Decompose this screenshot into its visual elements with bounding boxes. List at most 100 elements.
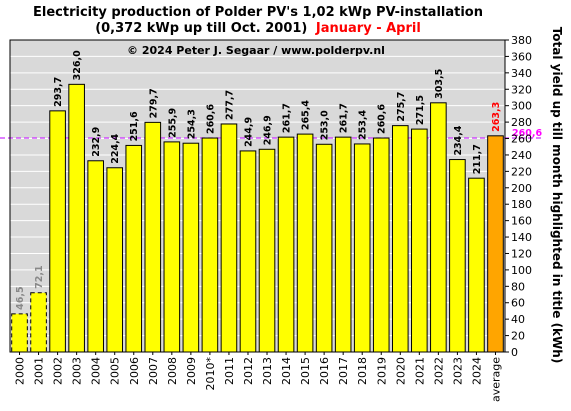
- bar-value-label: 293,7: [53, 77, 64, 107]
- x-tick-label: 2015: [299, 357, 312, 385]
- y-tick-label: 100: [511, 264, 532, 277]
- y-axis-ticks: 0 20 40 60 80 100 120 140 160 180 200 220 240 260 280 3…: [505, 34, 532, 359]
- chart-subtitle-months: January - April: [315, 21, 421, 36]
- bar-value-label: 261,7: [339, 103, 350, 133]
- y-tick-label: 220: [511, 165, 532, 178]
- bar-2011: [220, 123, 238, 353]
- bar-2012: [239, 150, 257, 353]
- bar-value-label: 260,6: [377, 104, 388, 134]
- bar-2006: [125, 144, 143, 353]
- bar-value-label: 271,5: [415, 95, 426, 125]
- bar-2003: [68, 83, 85, 353]
- y-tick-label: 320: [511, 83, 532, 96]
- bar-value-label: 260,6: [205, 104, 216, 134]
- bar-2018: [353, 143, 371, 353]
- x-tick-label: 2014: [280, 357, 293, 385]
- bar-average: [487, 135, 504, 353]
- x-tick-label: 2018: [356, 357, 369, 385]
- x-tick-label: 2016: [318, 357, 331, 385]
- x-tick-label: 2004: [90, 357, 103, 385]
- x-tick-label: 2022: [432, 357, 445, 385]
- bar-2024: [468, 177, 485, 353]
- bar-value-label: 72,1: [34, 265, 45, 288]
- y-tick-label: 260: [511, 133, 532, 146]
- bar-2016: [315, 143, 333, 353]
- bar-2005: [106, 167, 124, 353]
- bar-2022: [430, 102, 447, 353]
- bar-2001: [30, 292, 47, 353]
- x-tick-label: 2009: [185, 357, 198, 385]
- bar-2017: [334, 136, 352, 353]
- x-tick-label: 2023: [451, 357, 464, 385]
- bar-2010: [201, 137, 219, 353]
- x-tick-label: 2020: [394, 357, 407, 385]
- y-tick-label: 380: [511, 34, 532, 47]
- reference-line-label: 260,6: [512, 128, 542, 139]
- bar-value-label: 253,0: [320, 110, 331, 140]
- bar-2009: [182, 142, 200, 353]
- bar-2002: [49, 110, 66, 353]
- x-axis-ticks: 2000 2001 2002 2003 2004 2005 2006 2007 2008 2009…: [14, 352, 502, 402]
- x-tick-label: 2012: [242, 357, 255, 385]
- x-tick-label: 2017: [337, 357, 350, 385]
- y-tick-label: 280: [511, 116, 532, 129]
- bar-value-label: 46,5: [15, 286, 26, 309]
- y-tick-label: 300: [511, 100, 532, 113]
- bar-2007: [144, 121, 162, 353]
- bar-2021: [411, 128, 428, 353]
- x-tick-label: 2000: [14, 357, 27, 385]
- bar-2019: [372, 137, 390, 353]
- bar-value-label: 246,9: [263, 115, 274, 145]
- x-tick-label: 2007: [147, 357, 160, 385]
- bar-2015: [296, 133, 314, 353]
- y-tick-label: 20: [511, 330, 525, 343]
- x-tick-label: 2008: [166, 357, 179, 385]
- x-tick-label: 2024: [470, 357, 483, 385]
- bar-value-label: 254,3: [186, 109, 197, 139]
- bar-value-labels: 46,5 72,1 293,7 326,0 232,9 224,4 251,6 279,7 25…: [15, 50, 502, 310]
- x-tick-label: 2006: [128, 357, 141, 385]
- x-tick-label: 2005: [109, 357, 122, 385]
- bar-2014: [277, 136, 295, 353]
- y-tick-label: 180: [511, 198, 532, 211]
- x-tick-label: 2011: [223, 357, 236, 385]
- x-tick-label: 2019: [375, 357, 388, 385]
- chart-subtitle: (0,372 kWp up till Oct. 2001) January - …: [95, 21, 421, 36]
- bar-2013: [258, 148, 276, 353]
- x-tick-label: 2021: [413, 357, 426, 385]
- y-tick-label: 40: [511, 313, 525, 326]
- bar-value-label: 255,9: [167, 108, 178, 138]
- bar-2000: [11, 313, 28, 353]
- chart-title: Electricity production of Polder PV's 1,…: [33, 5, 483, 20]
- bar-value-label: 211,7: [472, 144, 483, 174]
- y-tick-label: 0: [511, 346, 518, 359]
- bar-value-label: 251,6: [129, 111, 140, 141]
- bar-value-label: 277,7: [224, 90, 235, 120]
- bar-value-label: 326,0: [72, 50, 83, 80]
- plot-frame: [9, 39, 506, 353]
- bar-2020: [391, 125, 409, 353]
- y-tick-label: 340: [511, 67, 532, 80]
- x-tick-label: 2002: [52, 357, 65, 385]
- y-tick-label: 120: [511, 247, 532, 260]
- x-tick-label: 2013: [261, 357, 274, 385]
- y-tick-label: 80: [511, 280, 525, 293]
- bar-2004: [87, 160, 104, 353]
- reference-line-group: 260,6: [0, 128, 542, 139]
- x-tick-label: 2003: [71, 357, 84, 385]
- bar-2008: [163, 141, 181, 353]
- bar-value-label: 275,7: [396, 92, 407, 122]
- bars: [11, 83, 504, 353]
- x-tick-label: 2010*: [204, 357, 217, 391]
- bar-value-label: 244,9: [243, 117, 254, 147]
- y-tick-label: 240: [511, 149, 532, 162]
- bar-value-label: 253,4: [358, 110, 369, 140]
- y-axis-label: Total yield up till month highlighted in…: [550, 27, 564, 364]
- bar-value-label: 265,4: [301, 100, 312, 130]
- y-tick-label: 140: [511, 231, 532, 244]
- x-tick-label: average: [489, 357, 502, 402]
- y-tick-label: 60: [511, 297, 525, 310]
- x-tick-label: 2001: [33, 357, 46, 385]
- chart-subtitle-main: (0,372 kWp up till Oct. 2001): [95, 21, 307, 36]
- bar-value-label: 263,3: [491, 102, 502, 132]
